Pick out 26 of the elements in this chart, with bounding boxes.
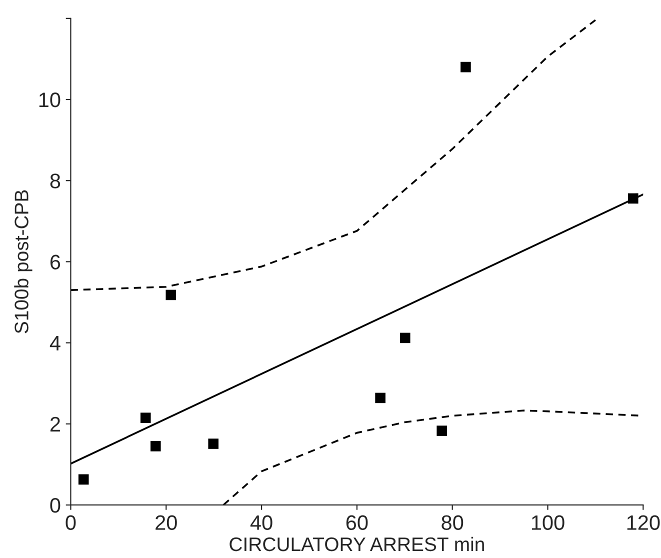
x-tick-label: 40 (250, 515, 272, 530)
y-tick-label: 8 (50, 174, 60, 188)
x-tick-label: 80 (442, 515, 464, 530)
point (140, 412, 151, 423)
point (166, 290, 176, 300)
line-series (70, 19, 596, 291)
x-tick-label: 20 (156, 515, 177, 530)
point (436, 426, 447, 436)
point (78, 474, 89, 485)
x-axis-title: CIRCULATORY ARREST min (230, 536, 484, 552)
x-tick-label: 0 (66, 515, 76, 530)
y-tick-label: 6 (50, 254, 60, 270)
x-tick-label: 120 (627, 515, 660, 530)
point (400, 332, 410, 344)
x-tick-label: 60 (346, 515, 368, 530)
point (628, 193, 638, 204)
point (208, 438, 219, 449)
point (460, 62, 471, 72)
point (375, 392, 386, 404)
x-tick-label: 100 (532, 515, 564, 530)
y-tick-label: 0 (50, 498, 60, 513)
point (150, 441, 161, 452)
y-axis-title: S100b post-CPB (14, 190, 32, 334)
y-tick-label: 10 (39, 92, 60, 108)
y-tick-label: 4 (50, 336, 60, 350)
y-tick-label: 2 (50, 416, 60, 432)
